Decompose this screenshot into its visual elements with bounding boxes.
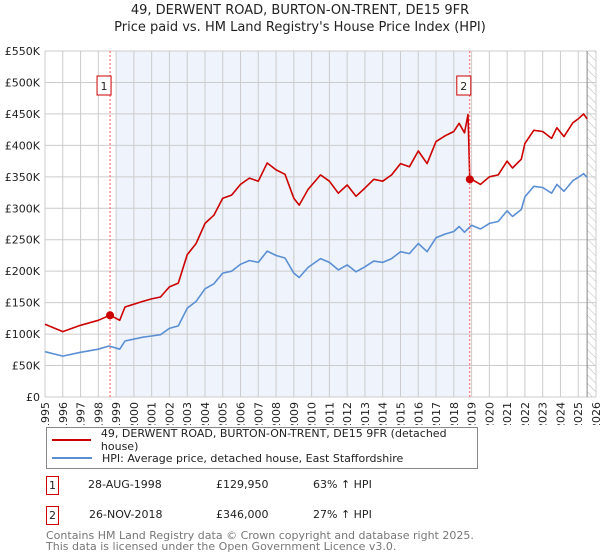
y-tick-label: £400K (5, 139, 41, 152)
x-tick-label: 2000 (128, 402, 141, 425)
property-price-line (44, 113, 588, 333)
x-tick-label: 2024 (554, 402, 567, 425)
chart-title: 49, DERWENT ROAD, BURTON-ON-TRENT, DE15 … (130, 3, 470, 18)
x-tick-label: 2011 (323, 402, 336, 425)
legend-label-property: 49, DERWENT ROAD, BURTON-ON-TRENT, DE15 … (100, 427, 447, 453)
sale-label-box (96, 75, 112, 96)
x-tick-label: 2014 (377, 402, 390, 425)
x-tick-label: 1998 (92, 402, 105, 425)
sale-label: 2 (460, 80, 467, 93)
sale-point (465, 175, 474, 184)
footer-line-2: This data is licensed under the Open Gov… (46, 540, 397, 553)
transaction-hpi-diff: 27% ↑ HPI (313, 508, 372, 521)
transaction-row: 2 26-NOV-2018 £346,000 27% ↑ HPI (46, 506, 446, 526)
price-chart: 1995 1996 1997 1998 1999 2000 2001 2002 2003 2004… (5, 45, 600, 425)
transaction-badge: 1 (46, 476, 59, 495)
y-tick-label: £500K (5, 76, 41, 89)
hpi-line (44, 172, 588, 357)
x-tick-label: 2002 (163, 402, 176, 425)
y-tick-label: £0 (26, 391, 40, 404)
x-tick-label: 2015 (394, 402, 407, 425)
x-tick-label: 2008 (270, 402, 283, 425)
x-tick-label: 2025 (572, 402, 585, 425)
sale-label: 1 (101, 80, 108, 93)
transaction-date: 28-AUG-1998 (88, 478, 162, 491)
x-tick-label: 2001 (146, 402, 159, 425)
x-tick-label: 1997 (75, 402, 88, 425)
x-tick-label: 2026 (590, 402, 600, 425)
footer-line-1: Contains HM Land Registry data © Crown c… (46, 529, 474, 542)
x-tick-label: 2019 (466, 402, 479, 425)
transaction-price: £129,950 (216, 478, 269, 491)
chart-legend: 49, DERWENT ROAD, BURTON-ON-TRENT, DE15 … (46, 427, 478, 469)
x-tick-label: 2016 (412, 402, 425, 425)
transaction-hpi-diff: 63% ↑ HPI (313, 478, 372, 491)
transaction-date: 26-NOV-2018 (89, 508, 163, 521)
x-tick-label: 2020 (483, 402, 496, 425)
x-tick-label: 2022 (519, 402, 532, 425)
y-tick-label: £450K (5, 108, 41, 121)
transaction-row: 1 28-AUG-1998 £129,950 63% ↑ HPI (46, 476, 446, 496)
y-tick-label: £100K (5, 328, 41, 341)
x-tick-label: 2004 (199, 402, 212, 425)
sale-label-box (456, 75, 472, 96)
y-tick-label: £550K (5, 45, 41, 58)
y-tick-label: £200K (5, 265, 41, 278)
chart-subtitle: Price paid vs. HM Land Registry's House … (114, 20, 486, 35)
hatched-region (587, 51, 596, 397)
x-tick-label: 2003 (181, 402, 194, 425)
transaction-price: £346,000 (216, 508, 269, 521)
transaction-badge: 2 (46, 506, 59, 525)
x-tick-label: 2005 (217, 402, 230, 425)
x-tick-label: 1995 (39, 402, 52, 425)
legend-swatch-property (52, 439, 91, 441)
y-tick-label: £350K (5, 171, 41, 184)
legend-item-hpi: HPI: Average price, detached house, East… (47, 450, 403, 466)
x-tick-label: 2006 (235, 402, 248, 425)
x-tick-label: 2009 (288, 402, 301, 425)
y-tick-label: £50K (12, 360, 41, 373)
x-tick-label: 2018 (448, 402, 461, 425)
legend-item-property: 49, DERWENT ROAD, BURTON-ON-TRENT, DE15 … (47, 427, 477, 453)
attribution-footer: Contains HM Land Registry data © Crown c… (46, 530, 474, 552)
x-tick-label: 2010 (306, 402, 319, 425)
x-tick-label: 1996 (57, 402, 70, 425)
x-tick-label: 2017 (430, 402, 443, 425)
x-tick-label: 2007 (252, 402, 265, 425)
x-tick-label: 2021 (501, 402, 514, 425)
x-tick-label: 2013 (359, 402, 372, 425)
y-tick-label: £250K (5, 234, 41, 247)
sale-point (106, 311, 115, 320)
x-tick-label: 2012 (341, 402, 354, 425)
ownership-shaded-region (116, 51, 470, 397)
legend-label-hpi: HPI: Average price, detached house, East… (102, 451, 404, 465)
legend-swatch-hpi (52, 457, 92, 459)
y-tick-label: £150K (5, 297, 41, 310)
x-tick-label: 2023 (537, 402, 550, 425)
x-tick-label: 1999 (110, 402, 123, 425)
y-tick-label: £300K (5, 202, 41, 215)
